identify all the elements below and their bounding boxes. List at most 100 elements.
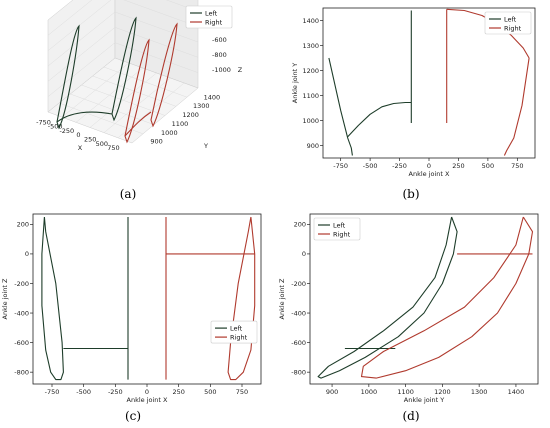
grid-line bbox=[114, 11, 199, 43]
x-axis-label: Ankle joint X bbox=[409, 170, 451, 178]
x-tick-label: 0 bbox=[427, 162, 431, 170]
x-tick-label: -750 bbox=[45, 388, 60, 396]
y-tick-label: 0 bbox=[25, 250, 29, 258]
x-axis-label: Ankle joint Y bbox=[404, 396, 445, 404]
y-tick-label: 1400 bbox=[204, 93, 221, 101]
y-tick-label: -600 bbox=[291, 339, 306, 347]
y-tick-label: 1000 bbox=[161, 129, 178, 137]
x-tick-label: 1400 bbox=[508, 388, 525, 396]
series-line-left bbox=[41, 216, 64, 381]
y-tick-label: -800 bbox=[14, 368, 29, 376]
x-tick-label: 500 bbox=[96, 140, 108, 148]
y-tick-label: 1200 bbox=[302, 67, 319, 75]
grid-line bbox=[47, 42, 116, 97]
x-tick-label: -250 bbox=[108, 388, 123, 396]
x-tick-label: 250 bbox=[172, 388, 184, 396]
y-tick-label: 1000 bbox=[302, 117, 319, 125]
y-tick-label: -400 bbox=[14, 309, 29, 317]
series-line-right bbox=[503, 57, 530, 156]
series-line-right bbox=[227, 216, 256, 381]
grid-line bbox=[117, 82, 185, 139]
z-tick-label: -1000 bbox=[212, 66, 231, 74]
caption-c: (c) bbox=[125, 409, 141, 423]
series-line-left bbox=[347, 101, 412, 138]
y-axis-label: Ankle joint Y bbox=[291, 63, 299, 104]
x-axis-label: Ankle joint X bbox=[127, 396, 169, 404]
panel-d-chart: 900 1000 1100 1200 1300 1400 200 0 -200 -400 -600 -… bbox=[278, 213, 539, 404]
y-tick-label: 1300 bbox=[193, 102, 210, 110]
legend-label-right: Right bbox=[230, 333, 248, 341]
caption-d: (d) bbox=[402, 409, 419, 423]
x-tick-label: 750 bbox=[107, 144, 119, 152]
y-axis-label: Ankle joint Z bbox=[278, 278, 286, 320]
grid-line bbox=[47, 11, 116, 67]
legend-label-left: Left bbox=[504, 15, 517, 23]
y-tick-label: 1400 bbox=[302, 17, 319, 25]
left-loop-3d bbox=[56, 24, 80, 130]
panel-c-chart: -750 -500 -250 0 250 500 750 200 0 -200 -400 -600 -8… bbox=[1, 213, 262, 404]
x-tick-label: -750 bbox=[36, 118, 51, 126]
y-tick-label: 0 bbox=[302, 250, 306, 258]
y-tick-label: 900 bbox=[150, 138, 162, 146]
x-tick-label: 1000 bbox=[361, 388, 378, 396]
x-tick-label: -750 bbox=[333, 162, 348, 170]
x-tick-label: -500 bbox=[363, 162, 378, 170]
y-tick-label: 1100 bbox=[302, 92, 319, 100]
legend-label-left: Left bbox=[333, 221, 346, 229]
x-tick-label: 250 bbox=[84, 136, 96, 144]
y-tick-label: -200 bbox=[291, 280, 306, 288]
legend-label-right: Right bbox=[205, 18, 223, 26]
series-line-left bbox=[328, 57, 353, 156]
x-tick-label: 900 bbox=[326, 388, 338, 396]
legend-label-left: Left bbox=[230, 324, 243, 332]
y-tick-label: 1200 bbox=[182, 111, 199, 119]
y-tick-label: -800 bbox=[291, 368, 306, 376]
grid-line bbox=[114, 42, 199, 73]
legend-label-left: Left bbox=[205, 9, 218, 17]
y-tick-label: 200 bbox=[17, 221, 29, 229]
x-tick-label: 250 bbox=[452, 162, 464, 170]
right-loop-3d bbox=[124, 38, 150, 144]
y-tick-label: 1300 bbox=[302, 42, 319, 50]
left-loop-3d-2 bbox=[111, 16, 137, 122]
plot-frame bbox=[32, 213, 262, 385]
x-tick-label: 500 bbox=[204, 388, 216, 396]
y-axis-label: Y bbox=[203, 142, 208, 150]
x-tick-label: 750 bbox=[236, 388, 248, 396]
caption-b: (b) bbox=[402, 187, 419, 201]
panel-b-chart: -750 -500 -250 0 250 500 750 900 1000 1100 1200 130… bbox=[291, 7, 536, 178]
x-tick-label: 750 bbox=[511, 162, 523, 170]
y-tick-label: -400 bbox=[291, 309, 306, 317]
x-axis-label: X bbox=[78, 144, 83, 152]
legend-label-right: Right bbox=[333, 230, 351, 238]
y-tick-label: -200 bbox=[14, 280, 29, 288]
x-tick-label: 500 bbox=[482, 162, 494, 170]
series-line-left bbox=[317, 216, 458, 379]
x-tick-label: 0 bbox=[145, 388, 149, 396]
caption-a: (a) bbox=[120, 187, 137, 201]
x-tick-label: 0 bbox=[76, 131, 80, 139]
left-link-3d bbox=[56, 111, 113, 123]
x-tick-label: -500 bbox=[48, 123, 63, 131]
y-axis-label: Ankle joint Z bbox=[1, 278, 9, 320]
plot-frame bbox=[309, 213, 539, 385]
x-tick-label: 1200 bbox=[434, 388, 451, 396]
z-tick-label: -800 bbox=[212, 51, 227, 59]
z-tick-label: -600 bbox=[212, 36, 227, 44]
legend-label-right: Right bbox=[504, 24, 522, 32]
series-line-right bbox=[360, 216, 534, 379]
y-tick-label: 900 bbox=[307, 142, 319, 150]
x-tick-label: 1100 bbox=[397, 388, 414, 396]
y-tick-label: -600 bbox=[14, 339, 29, 347]
y-tick-label: 200 bbox=[294, 221, 306, 229]
grid-line bbox=[123, 0, 199, 27]
grid-line bbox=[165, 0, 199, 12]
x-tick-label: 1300 bbox=[471, 388, 488, 396]
right-loop-3d-2 bbox=[150, 22, 178, 128]
x-tick-label: -250 bbox=[59, 127, 74, 135]
x-tick-label: -500 bbox=[76, 388, 91, 396]
grid-line bbox=[114, 27, 199, 58]
grid-line bbox=[47, 27, 116, 82]
